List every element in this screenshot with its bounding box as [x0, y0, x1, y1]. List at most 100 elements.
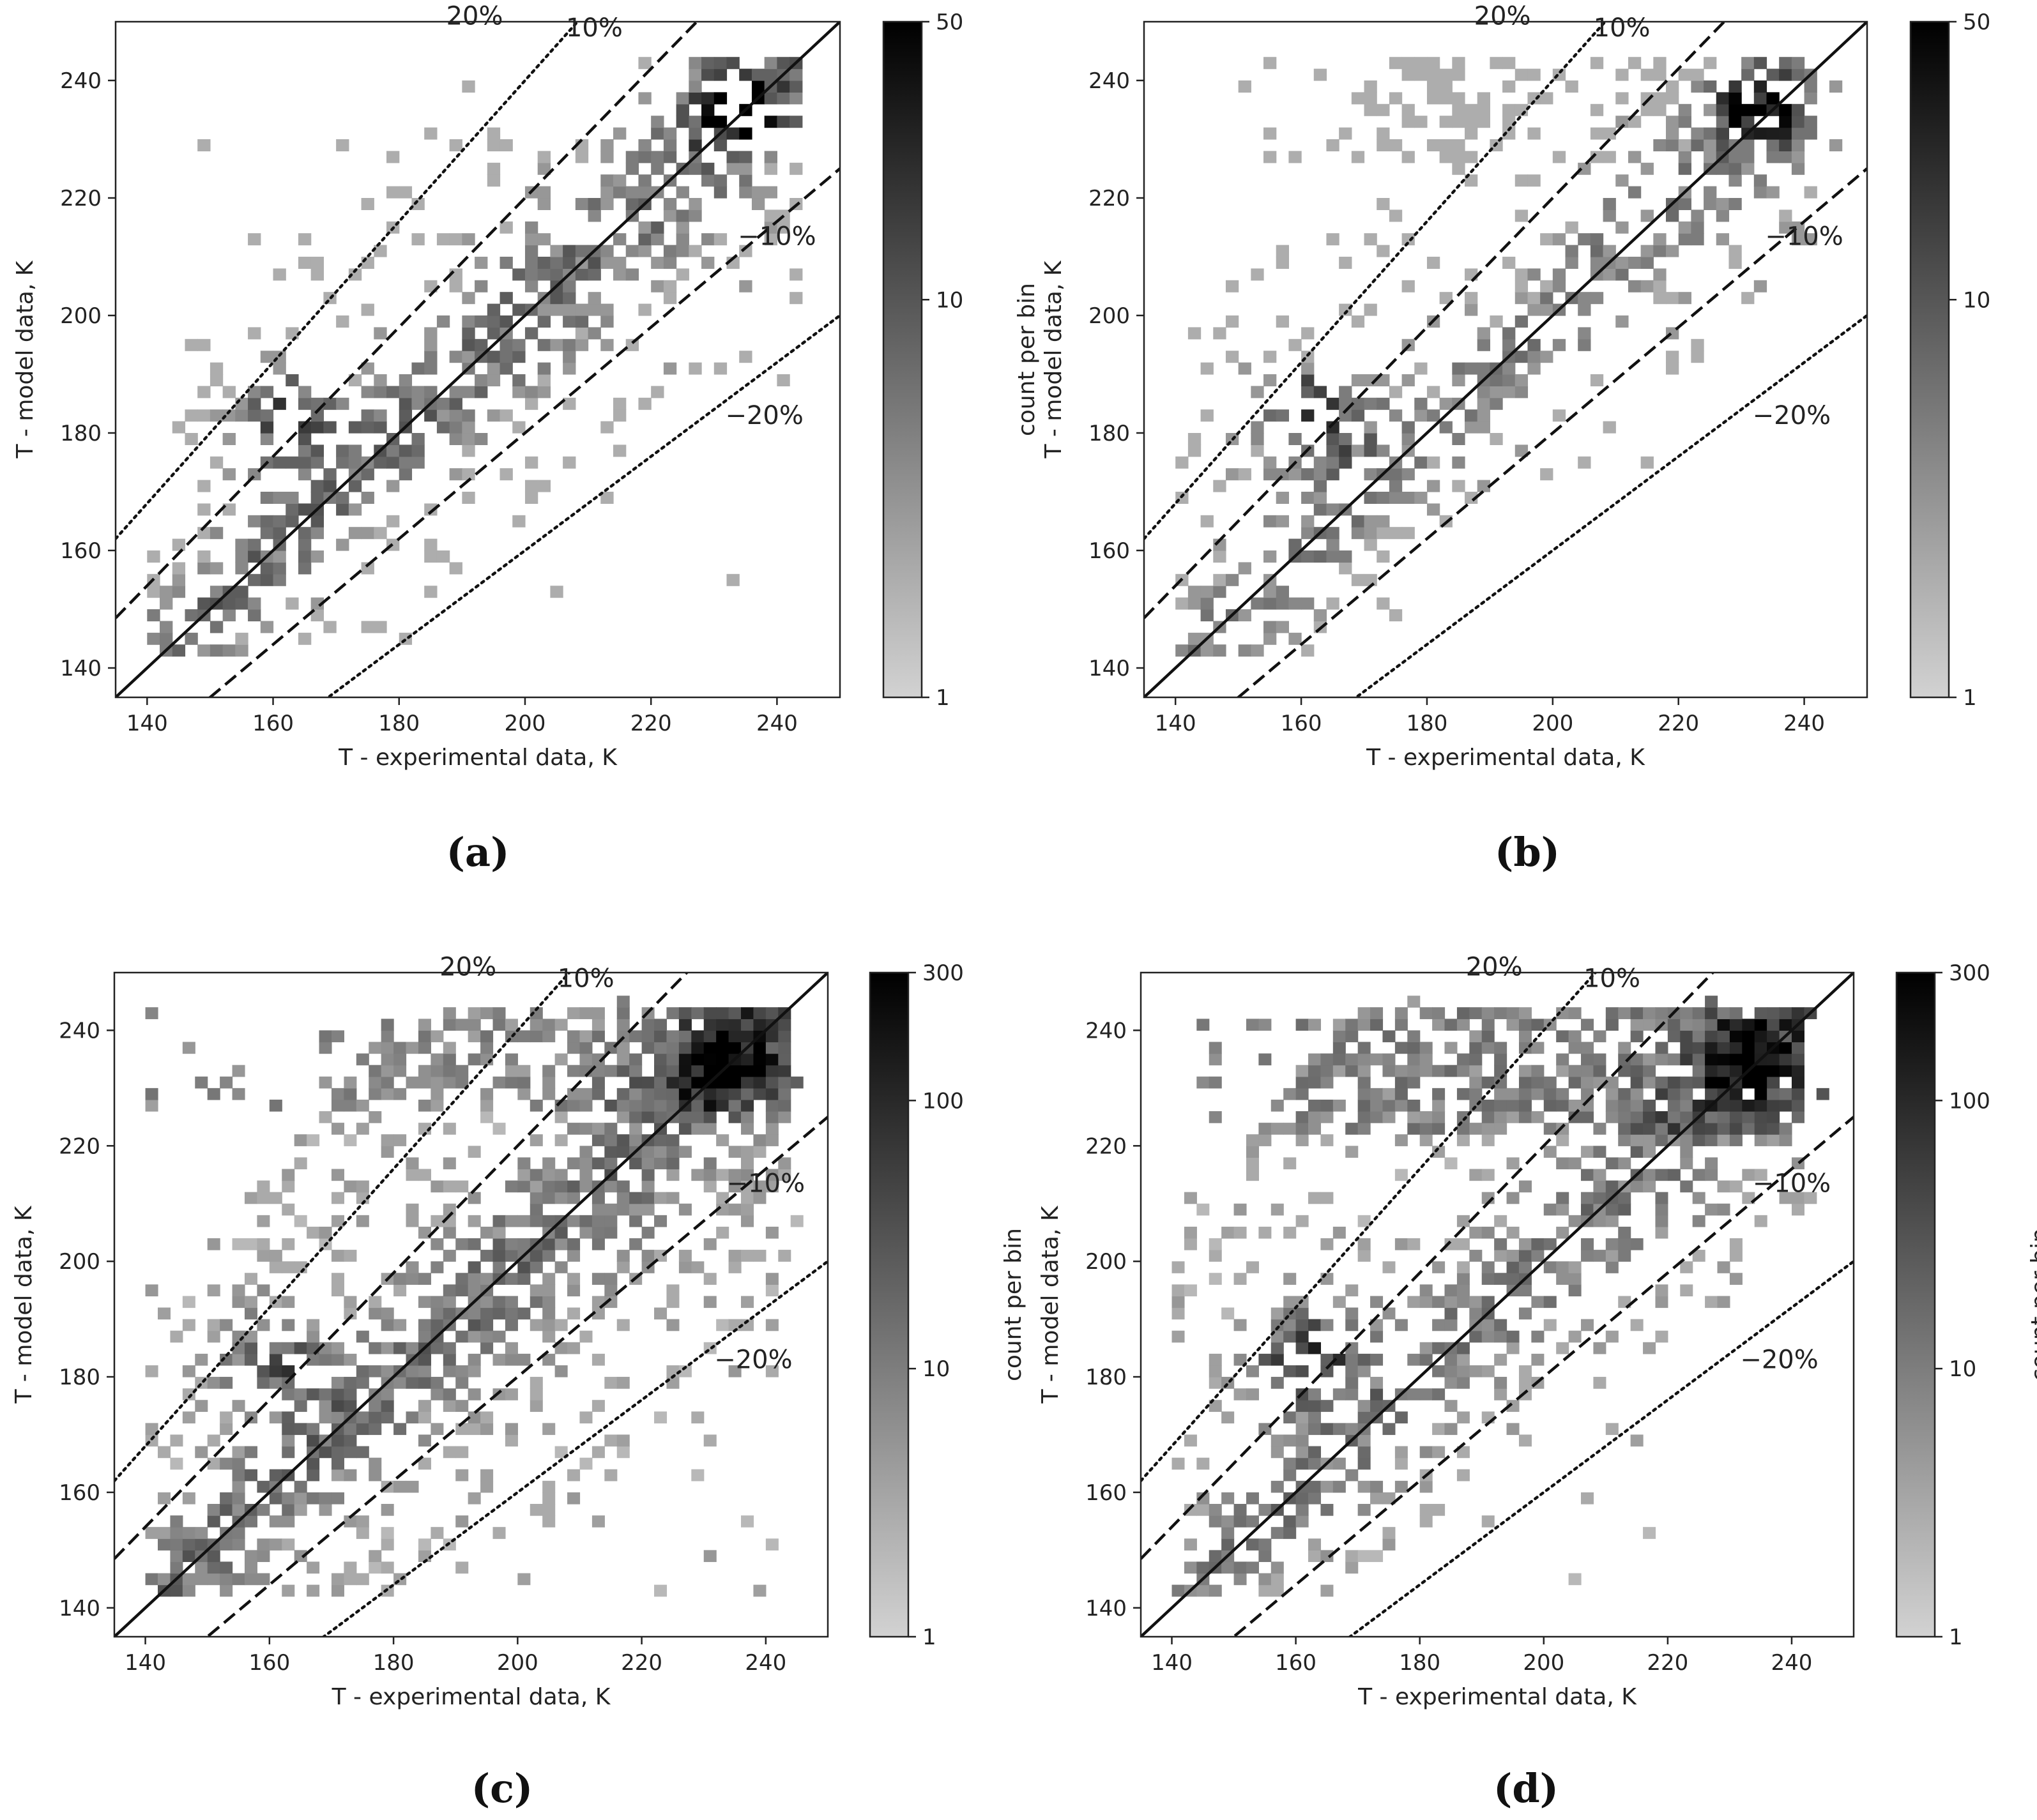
histogram-cell [1543, 1146, 1557, 1158]
histogram-cell [604, 1226, 618, 1239]
histogram-cell [1432, 1065, 1446, 1077]
histogram-cell [1618, 1099, 1631, 1112]
histogram-cell [1779, 1007, 1792, 1019]
histogram-cell [1628, 57, 1642, 70]
histogram-cell [172, 573, 186, 586]
histogram-cell [1502, 386, 1516, 398]
y-axis-label: T - model data, K [1037, 1205, 1064, 1404]
histogram-cell [1603, 421, 1616, 434]
histogram-cell [369, 1076, 382, 1089]
histogram-cell [1494, 1065, 1507, 1077]
histogram-cell [282, 1388, 295, 1400]
y-tick-label: 160 [59, 1480, 100, 1506]
histogram-cell [462, 409, 475, 422]
histogram-cell [1618, 1203, 1631, 1216]
histogram-cell [1370, 1330, 1384, 1343]
histogram-cell [524, 397, 538, 410]
histogram-cell [753, 1146, 767, 1158]
histogram-cell [1444, 1042, 1458, 1054]
histogram-cell [676, 92, 689, 105]
histogram-cell [689, 116, 702, 128]
histogram-cell [374, 421, 387, 434]
histogram-cell [1692, 1192, 1705, 1204]
histogram-cell [1667, 1169, 1681, 1181]
histogram-cell [567, 1123, 581, 1135]
histogram-cell [1283, 1157, 1297, 1170]
histogram-cell [455, 1400, 469, 1412]
histogram-cell [195, 1561, 208, 1574]
histogram-cell [1332, 1226, 1346, 1239]
histogram-cell [1556, 1134, 1569, 1146]
histogram-cell [765, 1319, 779, 1331]
histogram-cell [689, 80, 702, 93]
histogram-cell [1552, 409, 1566, 422]
x-tick-label: 220 [1647, 1650, 1688, 1676]
histogram-cell [1419, 1042, 1433, 1054]
histogram-cell [575, 151, 589, 163]
histogram-cell [248, 515, 261, 527]
histogram-cell [344, 1180, 357, 1193]
histogram-cell [1655, 1076, 1668, 1089]
histogram-cell [344, 1388, 357, 1400]
histogram-cell [1593, 1123, 1606, 1135]
histogram-cell [257, 1284, 270, 1297]
histogram-cell [1477, 480, 1490, 492]
histogram-cell [1301, 644, 1315, 657]
histogram-cell [616, 1134, 630, 1146]
histogram-cell [563, 303, 576, 316]
histogram-cell [1295, 1457, 1309, 1470]
histogram-cell [728, 1146, 742, 1158]
histogram-cell [1452, 362, 1465, 375]
histogram-cell [480, 1111, 494, 1123]
histogram-cell [220, 1411, 233, 1423]
histogram-cell [1494, 1353, 1507, 1366]
histogram-cell [436, 421, 450, 434]
histogram-cell [716, 1076, 729, 1089]
histogram-cell [480, 1411, 494, 1423]
histogram-cell [399, 444, 413, 457]
histogram-cell [1389, 609, 1403, 621]
histogram-cell [1518, 1088, 1532, 1100]
histogram-cell [505, 1434, 518, 1447]
histogram-cell [492, 1388, 506, 1400]
histogram-cell [1477, 103, 1490, 116]
y-tick-label: 200 [59, 1249, 100, 1275]
histogram-cell [1552, 151, 1566, 163]
histogram-cell [1655, 1042, 1668, 1054]
histogram-cell [1754, 1076, 1767, 1089]
histogram-cell [1742, 1042, 1755, 1054]
histogram-cell [1692, 1215, 1705, 1227]
histogram-cell [1308, 1538, 1322, 1551]
histogram-cell [468, 1146, 481, 1158]
histogram-cell [1357, 1365, 1371, 1377]
histogram-cell [753, 1192, 767, 1204]
histogram-cell [1518, 1434, 1532, 1447]
histogram-cell [575, 327, 589, 340]
histogram-cell [739, 151, 752, 163]
histogram-cell [713, 174, 728, 187]
histogram-cell [505, 1296, 518, 1308]
histogram-cell [418, 1099, 431, 1112]
histogram-cell [1481, 1134, 1495, 1146]
histogram-cell [1263, 409, 1277, 422]
histogram-cell [1370, 1019, 1384, 1031]
histogram-cell [765, 1099, 779, 1112]
histogram-cell [381, 1342, 394, 1354]
histogram-cell [348, 456, 362, 469]
histogram-cell [1171, 1296, 1185, 1308]
x-tick-label: 240 [1771, 1650, 1813, 1676]
histogram-cell [195, 1353, 208, 1366]
histogram-cell [1477, 386, 1490, 398]
histogram-cell [1377, 597, 1390, 610]
histogram-cell [505, 1019, 518, 1031]
histogram-cell [1364, 233, 1377, 246]
histogram-cell [232, 1504, 245, 1516]
histogram-cell [145, 1007, 158, 1019]
histogram-cell [381, 1388, 394, 1400]
histogram-cell [235, 586, 248, 598]
histogram-cell [1667, 1030, 1681, 1043]
histogram-cell [319, 1226, 332, 1239]
histogram-cell [663, 209, 677, 222]
histogram-cell [344, 1561, 357, 1574]
histogram-cell [475, 257, 488, 269]
